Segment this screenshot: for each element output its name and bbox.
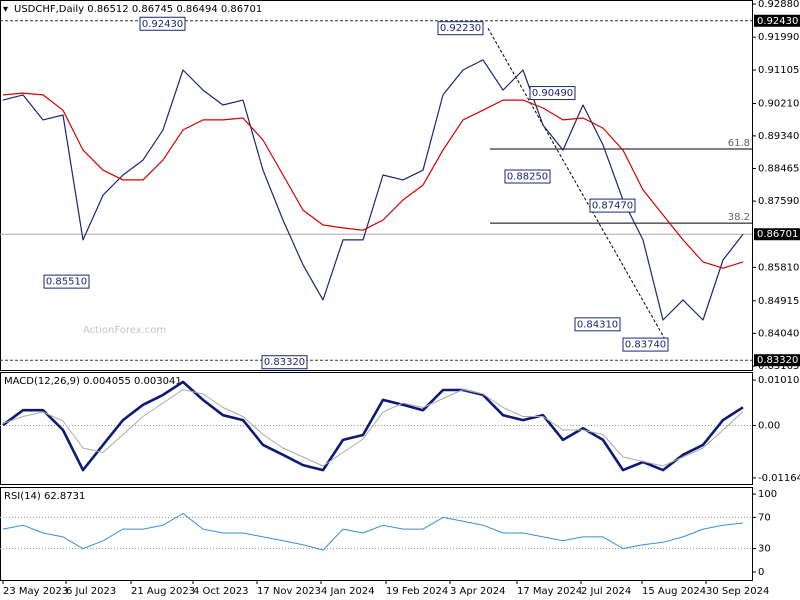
pivot-box <box>139 16 186 31</box>
trend-line <box>487 27 669 345</box>
price-level-box <box>754 228 800 241</box>
y-tick-label: 0.83165 <box>758 361 799 372</box>
panel-title: MACD(12,26,9) 0.004055 0.003041 <box>4 376 182 387</box>
y-tick-label: 0.00 <box>758 421 780 432</box>
watermark: ActionForex.com <box>83 325 166 336</box>
pivot-label: 0.92230 <box>440 23 481 34</box>
pivot-label: 0.83740 <box>625 340 666 351</box>
pivot-box <box>43 274 90 289</box>
y-tick-label: -0.011645 <box>758 473 800 484</box>
x-tick-label: 4 Jan 2024 <box>321 586 375 597</box>
pivot-label: 0.87470 <box>592 201 633 212</box>
price-line <box>2 59 744 321</box>
symbol-icon: ▾ <box>3 4 8 15</box>
pivot-box <box>504 169 551 184</box>
y-tick-label: 0.87590 <box>758 196 799 207</box>
x-tick-label: 3 Apr 2024 <box>450 586 505 597</box>
panel-frame <box>0 0 753 371</box>
y-tick-label: 0.92880 <box>758 0 799 10</box>
y-tick-label: 30 <box>758 544 771 555</box>
y-tick-label: 0.85810 <box>758 262 799 273</box>
pivot-label: 0.92430 <box>142 19 183 30</box>
panel-frame <box>0 487 753 581</box>
pivot-box <box>622 337 669 352</box>
series-line <box>2 389 744 467</box>
pivot-box <box>574 317 621 332</box>
series-line <box>2 380 744 472</box>
x-tick-label: 2 Jul 2024 <box>581 586 631 597</box>
pivot-label: 0.85510 <box>46 277 87 288</box>
y-tick-label: 0.89340 <box>758 131 799 142</box>
y-tick-label: 0.91105 <box>758 65 799 76</box>
price-level-label: 0.83320 <box>757 355 798 366</box>
pivot-box <box>437 21 484 36</box>
pivot-box <box>261 355 308 370</box>
pivot-label: 0.83320 <box>264 357 305 368</box>
panel-title: USDCHF,Daily 0.86512 0.86745 0.86494 0.8… <box>14 4 262 15</box>
panel-frame <box>0 372 753 485</box>
price-level-box <box>754 14 800 27</box>
y-tick-label: 0 <box>758 567 764 578</box>
pivot-box <box>529 86 576 101</box>
x-tick-label: 17 May 2024 <box>517 586 582 597</box>
pivot-box <box>589 198 636 213</box>
y-tick-label: 0.88465 <box>758 164 799 175</box>
x-tick-label: 19 Feb 2024 <box>386 586 448 597</box>
panel-title: RSI(14) 62.8731 <box>4 491 85 502</box>
fib-label: 38.2 <box>728 212 750 223</box>
pivot-label: 0.90490 <box>532 88 573 99</box>
y-tick-label: 0.84040 <box>758 328 799 339</box>
series-line <box>2 92 744 269</box>
y-tick-label: 100 <box>758 489 777 500</box>
price-level-label: 0.86701 <box>757 229 798 240</box>
series-line <box>2 513 744 551</box>
y-tick-label: 0.90210 <box>758 98 799 109</box>
x-tick-label: 30 Sep 2024 <box>706 586 769 597</box>
y-tick-label: 0.010101 <box>758 375 800 386</box>
y-tick-label: 70 <box>758 512 771 523</box>
pivot-label: 0.88250 <box>507 172 548 183</box>
pivot-label: 0.84310 <box>577 319 618 330</box>
x-tick-label: 21 Aug 2023 <box>131 586 195 597</box>
fib-label: 61.8 <box>728 138 750 149</box>
x-tick-label: 4 Oct 2023 <box>193 586 248 597</box>
x-tick-label: 6 Jul 2023 <box>66 586 116 597</box>
x-tick-label: 15 Aug 2024 <box>642 586 706 597</box>
price-level-label: 0.92430 <box>757 16 798 27</box>
x-tick-label: 17 Nov 2023 <box>257 586 321 597</box>
price-level-box <box>754 354 800 367</box>
y-tick-label: 0.91990 <box>758 32 799 43</box>
x-tick-label: 23 May 2023 <box>3 586 68 597</box>
y-tick-label: 0.84915 <box>758 296 799 307</box>
